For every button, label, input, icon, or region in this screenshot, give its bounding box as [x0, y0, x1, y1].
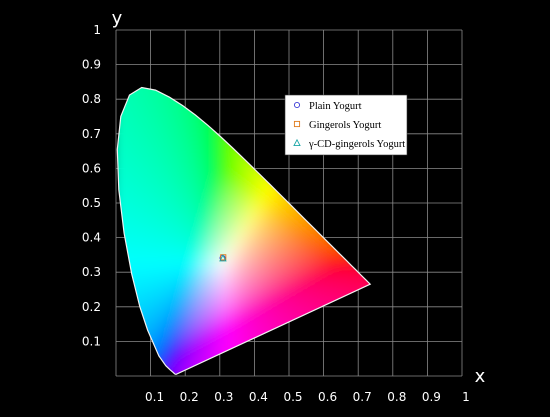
y-tick-label: 0.8: [82, 92, 101, 106]
legend-box: [284, 94, 408, 156]
x-tick-label: 0.4: [249, 390, 268, 404]
y-tick-label: 0.1: [82, 334, 101, 348]
legend-entry-label: Gingerols Yogurt: [309, 120, 381, 131]
data-points: [219, 254, 227, 262]
circle-legend-marker: [293, 101, 301, 109]
square-legend-marker: [293, 120, 301, 128]
y-tick-label: 0.6: [82, 161, 101, 175]
triangle-data-point: [219, 254, 227, 262]
x-tick-label: 0.1: [145, 390, 164, 404]
x-tick-label: 0.5: [283, 390, 302, 404]
legend-entry-label: γ-CD-gingerols Yogurt: [308, 139, 405, 150]
x-tick-label: 0.7: [353, 390, 372, 404]
y-tick-label: 1: [93, 23, 101, 37]
x-axis-label: x: [475, 366, 486, 387]
square-data-point: [220, 254, 227, 261]
x-tick-label: 0.8: [387, 390, 406, 404]
triangle-legend-marker: [293, 138, 301, 147]
x-tick-label: 0.3: [214, 390, 233, 404]
tick-labels: 0.1 0.2 0.3 0.4 0.5 0.6 0.7 0.8 0.9 1 0.1 0.2 0.3 0.4…: [82, 23, 470, 404]
y-tick-label: 0.2: [82, 300, 101, 314]
x-tick-label: 1: [462, 390, 470, 404]
spectral-locus-outline: [116, 86, 372, 375]
y-tick-label: 0.7: [82, 127, 101, 141]
x-tick-label: 0.6: [318, 390, 337, 404]
y-tick-label: 0.9: [82, 58, 101, 72]
y-tick-label: 0.3: [82, 265, 101, 279]
y-axis-label: y: [112, 8, 123, 29]
legend-entry-label: Plain Yogurt: [309, 101, 362, 112]
y-tick-label: 0.5: [82, 196, 101, 210]
x-tick-label: 0.9: [422, 390, 441, 404]
y-tick-label: 0.4: [82, 231, 101, 245]
legend: Plain Yogurt Gingerols Yogurt γ-CD-gingero…: [284, 94, 408, 156]
x-tick-label: 0.2: [180, 390, 199, 404]
